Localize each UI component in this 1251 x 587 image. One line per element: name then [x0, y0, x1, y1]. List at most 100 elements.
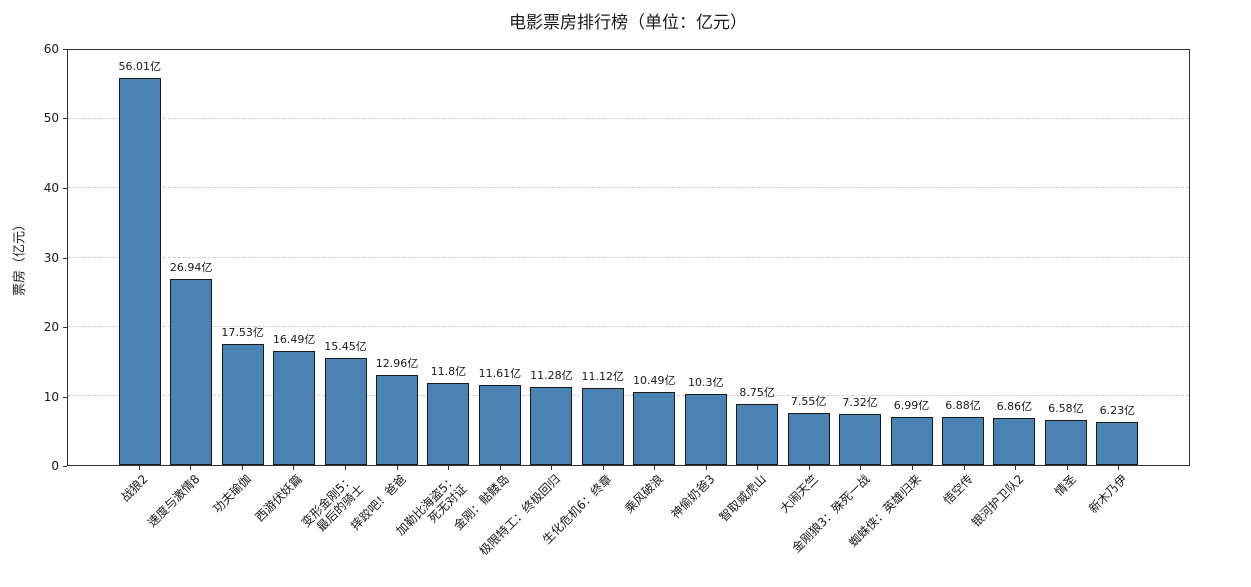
y-tick: [63, 397, 67, 398]
y-tick: [63, 188, 67, 189]
bars-row: 56.01亿 26.94亿 17.53亿 16.49亿 15.45亿 12.96亿 11.8…: [68, 50, 1189, 465]
x-tick: [139, 466, 140, 470]
x-tick: [1067, 466, 1068, 470]
x-tick-label: 战狼2: [118, 472, 151, 505]
y-tick: [63, 327, 67, 328]
y-tick: [63, 118, 67, 119]
gridline: [68, 118, 1189, 120]
x-tick: [293, 466, 294, 470]
bar-value-label: 7.55亿: [790, 394, 827, 408]
bar-slot: 10.3亿: [680, 50, 731, 465]
gridline: [68, 394, 1189, 396]
y-tick: [63, 258, 67, 259]
x-tick: [1118, 466, 1119, 470]
bar-slot: 6.23亿: [1092, 50, 1143, 465]
x-tick: [1015, 466, 1016, 470]
gridline: [68, 325, 1189, 327]
bar-value-label: 56.01亿: [118, 59, 161, 73]
x-tick-label: 速度与激情8: [144, 472, 203, 530]
bar-value-label: 11.8亿: [430, 365, 467, 379]
x-tick: [551, 466, 552, 470]
y-tick: [63, 466, 67, 467]
bar-value-label: 7.32亿: [842, 396, 878, 410]
y-tick-label: 20: [43, 320, 59, 334]
bar-slot: 16.49亿: [268, 50, 319, 465]
bar-slot: 10.49亿: [629, 50, 680, 465]
x-tick: [860, 466, 861, 470]
bar-slot: 6.86亿: [989, 50, 1040, 465]
bar-slot: 7.32亿: [834, 50, 885, 465]
bar-slot: 11.61亿: [474, 50, 525, 465]
x-tick-label: 神偷奶爸3: [668, 472, 718, 522]
y-tick-label: 0: [51, 459, 59, 473]
bar-slot: 11.12亿: [577, 50, 628, 465]
bar-slot: 7.55亿: [783, 50, 834, 465]
bar-slot: 11.8亿: [423, 50, 474, 465]
bar-value-label: 11.12亿: [581, 370, 625, 384]
bar: [993, 417, 1036, 465]
bar: [273, 350, 316, 465]
bar: [530, 386, 573, 465]
x-tick: [190, 466, 191, 470]
x-tick: [809, 466, 810, 470]
x-tick: [500, 466, 501, 470]
chart-title: 电影票房排行榜（单位：亿元）: [509, 13, 747, 33]
bar-value-label: 16.49亿: [272, 332, 316, 346]
bar-value-label: 15.45亿: [324, 340, 367, 354]
bar-value-label: 6.88亿: [945, 399, 981, 413]
bar: [427, 383, 470, 465]
bar-value-label: 12.96亿: [375, 357, 419, 371]
x-tick-label: 乘风破浪: [622, 472, 667, 516]
bar-value-label: 10.3亿: [687, 375, 724, 389]
bar: [324, 358, 367, 465]
bar-value-label: 11.28亿: [530, 368, 573, 382]
x-tick-label: 悟空传: [940, 472, 976, 508]
x-tick: [654, 466, 655, 470]
y-tick-label: 40: [43, 181, 59, 195]
bar-slot: 6.58亿: [1040, 50, 1091, 465]
gridline: [68, 256, 1189, 258]
x-tick: [603, 466, 604, 470]
x-tick-label: 情圣: [1051, 472, 1079, 499]
bar-value-label: 6.23亿: [1099, 403, 1136, 417]
bar-value-label: 8.75亿: [739, 386, 775, 400]
bar-slot: 11.28亿: [526, 50, 577, 465]
bar: [736, 404, 779, 465]
bar-value-label: 26.94亿: [169, 260, 213, 274]
bar-value-label: 6.99亿: [893, 398, 930, 412]
bar-slot: 12.96亿: [371, 50, 422, 465]
plot-area: 56.01亿 26.94亿 17.53亿 16.49亿 15.45亿 12.96亿 11.8…: [67, 49, 1190, 466]
y-tick-label: 10: [43, 390, 59, 404]
bar-value-label: 6.58亿: [1048, 401, 1084, 415]
x-tick-label: 西游伏妖篇: [253, 472, 306, 525]
bar: [633, 392, 676, 465]
bar: [839, 414, 882, 465]
x-tick: [706, 466, 707, 470]
bar-slot: 17.53亿: [217, 50, 268, 465]
bar: [1044, 419, 1087, 465]
x-tick: [757, 466, 758, 470]
y-tick: [63, 49, 67, 50]
x-tick-label: 功夫瑜伽: [209, 472, 254, 516]
bar-slot: 6.99亿: [886, 50, 937, 465]
bar: [787, 412, 830, 465]
y-tick-label: 50: [43, 111, 59, 125]
bar: [118, 77, 161, 465]
bar: [170, 278, 213, 465]
x-tick-label: 大闹天竺: [776, 472, 821, 516]
x-tick: [448, 466, 449, 470]
bar-value-label: 10.49亿: [633, 374, 676, 388]
x-tick: [964, 466, 965, 470]
bar: [684, 393, 727, 465]
x-tick: [345, 466, 346, 470]
x-tick-label: 银河护卫队2: [969, 472, 1028, 530]
bar: [375, 375, 418, 465]
bar-slot: 6.88亿: [937, 50, 988, 465]
y-tick-label: 30: [43, 251, 59, 265]
bar-value-label: 6.86亿: [996, 399, 1033, 413]
bar-slot: 15.45亿: [320, 50, 371, 465]
gridline: [68, 187, 1189, 189]
bar: [581, 388, 624, 465]
x-tick: [242, 466, 243, 470]
